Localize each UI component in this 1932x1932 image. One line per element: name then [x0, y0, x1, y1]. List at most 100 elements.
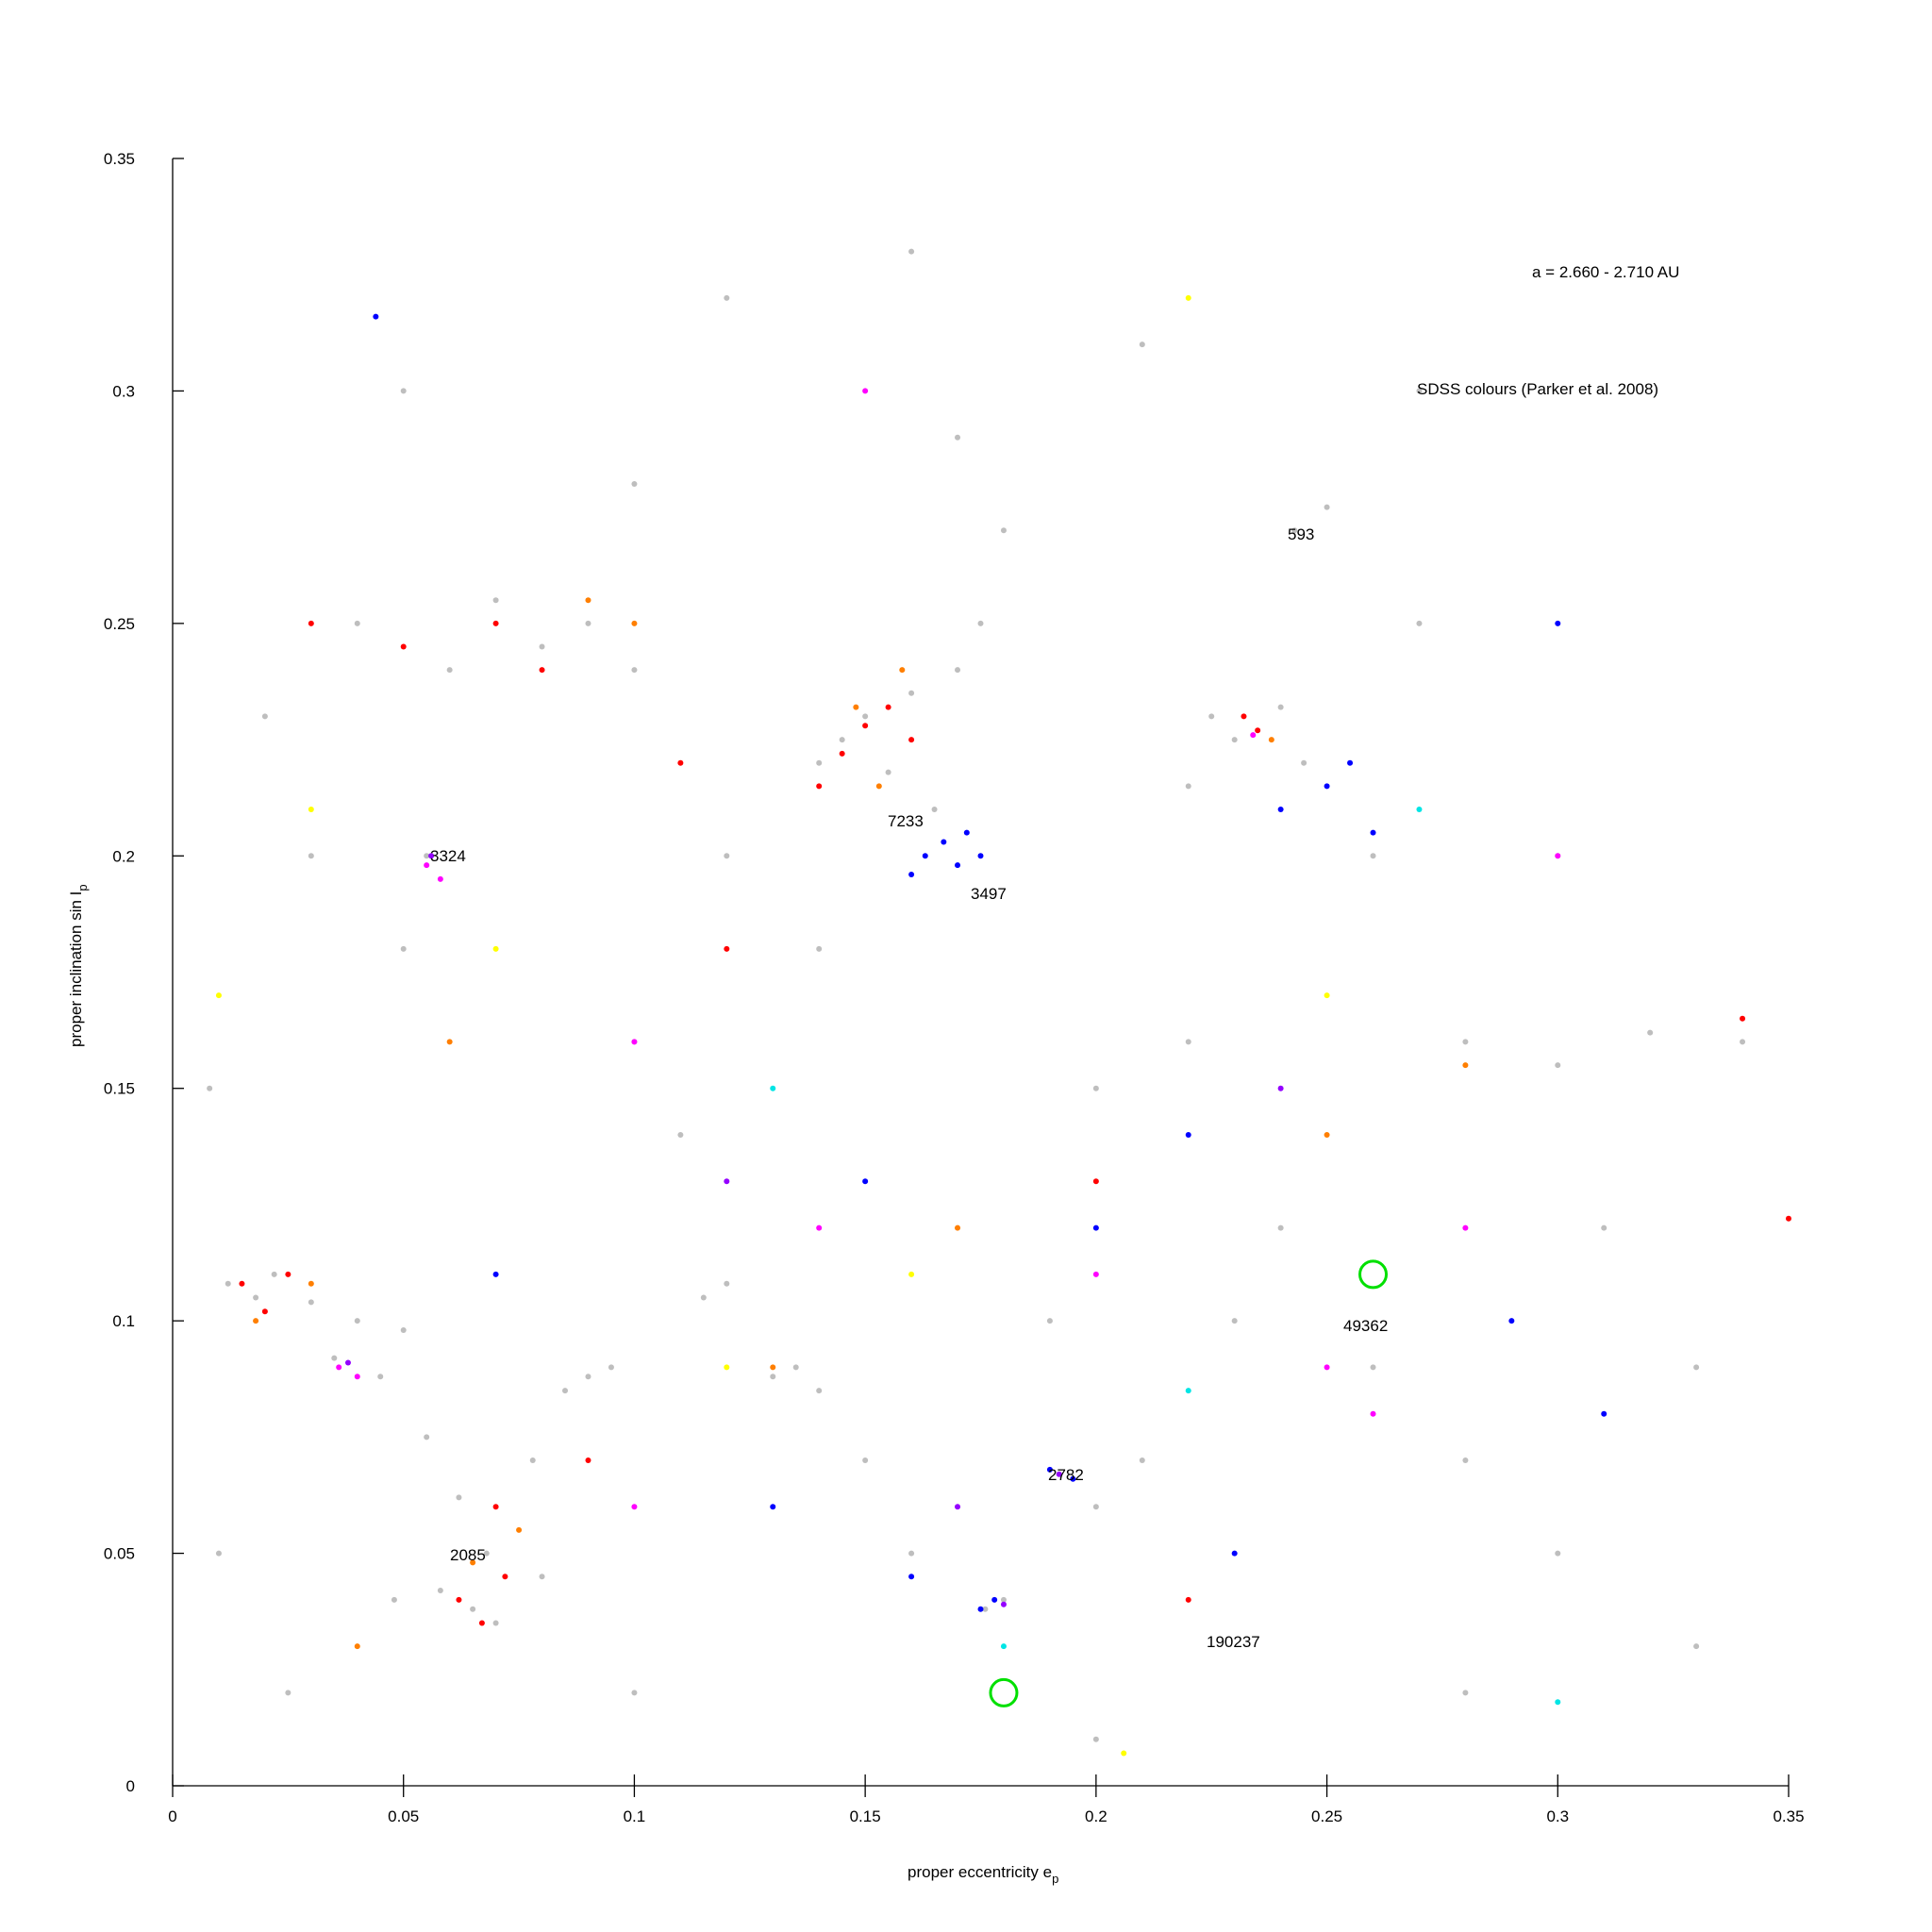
point [908, 248, 915, 255]
point [853, 704, 859, 710]
point [724, 1280, 730, 1287]
point [982, 1606, 989, 1612]
annotation: 190237 [1207, 1633, 1260, 1651]
point [724, 294, 730, 301]
annotation: 7233 [888, 812, 924, 830]
point [492, 1271, 499, 1277]
point [492, 1504, 499, 1510]
point [931, 807, 938, 812]
point [1231, 1550, 1238, 1557]
point [1291, 527, 1298, 534]
point [1185, 294, 1191, 301]
y-tick-label: 0.1 [112, 1312, 135, 1330]
point [862, 388, 869, 394]
x-tick-label: 0.3 [1546, 1807, 1569, 1825]
annotation: 2085 [450, 1546, 486, 1564]
y-axis-label-main: proper inclination sin I [67, 891, 85, 1047]
point [1370, 1410, 1376, 1417]
point [1647, 1029, 1654, 1036]
point [225, 1280, 231, 1287]
point [1000, 527, 1007, 534]
point [1000, 1601, 1007, 1607]
point [354, 1318, 360, 1324]
annotation: 2782 [1048, 1466, 1084, 1484]
point [977, 853, 984, 859]
point [354, 1374, 360, 1380]
point [478, 1620, 485, 1626]
point [308, 620, 314, 626]
point [977, 620, 984, 626]
point [885, 769, 891, 775]
point [1139, 341, 1145, 348]
point [1000, 1643, 1007, 1650]
point [1208, 713, 1215, 720]
highlight-circle [1358, 1259, 1389, 1290]
point [539, 1574, 545, 1580]
point [437, 875, 443, 882]
point [724, 853, 730, 859]
point [285, 1271, 291, 1277]
point [271, 1271, 277, 1277]
y-tick-label: 0.05 [104, 1545, 135, 1563]
point [1347, 759, 1354, 766]
point [631, 481, 638, 487]
point [955, 1504, 961, 1510]
point [839, 750, 845, 757]
x-tick-label: 0.1 [624, 1807, 646, 1825]
point [1268, 737, 1274, 743]
point [428, 853, 435, 859]
point [354, 620, 360, 626]
point [955, 434, 961, 441]
point [1046, 1466, 1053, 1473]
point [922, 853, 928, 859]
point [1462, 1457, 1469, 1463]
point [608, 1364, 614, 1371]
y-tick-label: 0.25 [104, 615, 135, 633]
point [899, 667, 906, 674]
point [1250, 732, 1257, 739]
point [400, 388, 407, 394]
point [1601, 1410, 1607, 1417]
annotation: 3497 [971, 885, 1007, 903]
point [1416, 620, 1423, 626]
point [700, 1294, 707, 1301]
point [724, 1364, 730, 1371]
point [1185, 1596, 1191, 1603]
point [792, 1364, 799, 1371]
point [492, 945, 499, 952]
point [1555, 1062, 1561, 1069]
point [1555, 620, 1561, 626]
point [875, 783, 882, 790]
point [1786, 1215, 1791, 1222]
point [539, 667, 545, 674]
point [816, 1388, 823, 1394]
point [1000, 1596, 1007, 1603]
point [963, 829, 970, 836]
annotation: 3324 [430, 847, 466, 865]
point [1277, 704, 1284, 710]
point [955, 667, 961, 674]
point [1092, 1224, 1099, 1231]
point [908, 690, 915, 696]
y-tick-label: 0 [126, 1777, 135, 1795]
point [991, 1596, 998, 1603]
point [908, 1574, 915, 1580]
point [1092, 1271, 1099, 1277]
point [1046, 1318, 1053, 1324]
point [377, 1374, 384, 1380]
point [492, 597, 499, 604]
point [1056, 1471, 1062, 1477]
point [1185, 1132, 1191, 1138]
point [446, 1039, 453, 1045]
point [816, 945, 823, 952]
y-axis-label: proper inclination sin Ip [67, 884, 90, 1047]
point [816, 759, 823, 766]
point [1324, 504, 1330, 510]
point [516, 1526, 523, 1533]
point [977, 1606, 984, 1612]
point [1241, 713, 1247, 720]
point [424, 853, 430, 859]
point [1324, 1364, 1330, 1371]
point [1370, 1364, 1376, 1371]
point [1370, 853, 1376, 859]
